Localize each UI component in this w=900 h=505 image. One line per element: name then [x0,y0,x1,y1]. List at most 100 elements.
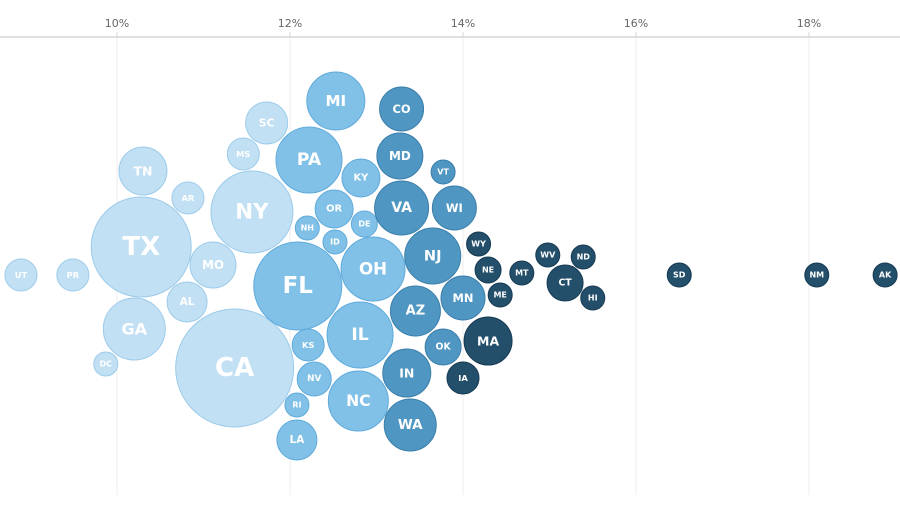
bubble-sc[interactable]: SC [245,101,289,145]
bubble-tx[interactable]: TX [90,196,192,298]
bubble-wv[interactable]: WV [535,242,561,268]
bubble-ak[interactable]: AK [872,262,898,288]
bubble-nd[interactable]: ND [570,244,596,270]
bubble-circle[interactable] [56,258,90,292]
bubble-ca[interactable]: CA [175,308,295,428]
bubble-wy[interactable]: WY [466,231,492,257]
bubble-circle[interactable] [102,297,166,361]
bubble-ms[interactable]: MS [226,137,260,171]
bubble-ks[interactable]: KS [291,328,325,362]
bubble-circle[interactable] [341,158,381,198]
bubble-nj[interactable]: NJ [404,227,462,285]
bubble-circle[interactable] [314,189,354,229]
bubble-mn[interactable]: MN [440,275,486,321]
bubble-ri[interactable]: RI [284,392,310,418]
bubble-nh[interactable]: NH [294,215,320,241]
bubble-circle[interactable] [245,101,289,145]
bubble-circle[interactable] [291,328,325,362]
bubble-circle[interactable] [666,262,692,288]
bubble-ct[interactable]: CT [546,264,584,302]
bubble-circle[interactable] [296,361,332,397]
bubble-circle[interactable] [487,282,513,308]
bubble-circle[interactable] [570,244,596,270]
bubble-circle[interactable] [166,281,208,323]
bubble-oh[interactable]: OH [340,236,406,302]
bubble-co[interactable]: CO [379,86,425,132]
bubble-hi[interactable]: HI [580,285,606,311]
bubble-ut[interactable]: UT [4,258,38,292]
bubble-circle[interactable] [118,146,168,196]
bubble-pr[interactable]: PR [56,258,90,292]
bubble-circle[interactable] [340,236,406,302]
bubble-circle[interactable] [446,361,480,395]
bubble-mt[interactable]: MT [509,260,535,286]
bubble-fl[interactable]: FL [253,241,343,331]
bubble-circle[interactable] [383,398,437,452]
bubble-circle[interactable] [294,215,320,241]
bubble-circle[interactable] [379,86,425,132]
bubble-mi[interactable]: MI [306,71,366,131]
bubble-circle[interactable] [327,370,389,432]
bubble-circle[interactable] [189,241,237,289]
bubble-circle[interactable] [374,180,430,236]
bubble-id[interactable]: ID [322,229,348,255]
bubble-circle[interactable] [210,170,294,254]
bubble-ga[interactable]: GA [102,297,166,361]
bubble-circle[interactable] [440,275,486,321]
bubble-nv[interactable]: NV [296,361,332,397]
bubble-wi[interactable]: WI [431,185,477,231]
bubble-ne[interactable]: NE [474,256,502,284]
bubble-pa[interactable]: PA [275,126,343,194]
bubble-il[interactable]: IL [326,301,394,369]
bubble-ia[interactable]: IA [446,361,480,395]
bubble-circle[interactable] [4,258,38,292]
bubble-circle[interactable] [326,301,394,369]
bubble-circle[interactable] [535,242,561,268]
bubble-va[interactable]: VA [374,180,430,236]
bubble-in[interactable]: IN [382,348,432,398]
bubble-tn[interactable]: TN [118,146,168,196]
bubble-circle[interactable] [382,348,432,398]
bubble-ky[interactable]: KY [341,158,381,198]
bubble-circle[interactable] [404,227,462,285]
bubble-al[interactable]: AL [166,281,208,323]
bubble-sd[interactable]: SD [666,262,692,288]
bubble-nm[interactable]: NM [804,262,830,288]
bubble-circle[interactable] [253,241,343,331]
bubble-circle[interactable] [804,262,830,288]
bubble-circle[interactable] [509,260,535,286]
bubble-la[interactable]: LA [276,419,318,461]
bubble-md[interactable]: MD [376,132,424,180]
bubble-circle[interactable] [389,285,441,337]
bubble-circle[interactable] [275,126,343,194]
bubble-circle[interactable] [474,256,502,284]
bubble-circle[interactable] [306,71,366,131]
bubble-ny[interactable]: NY [210,170,294,254]
bubble-vt[interactable]: VT [430,159,456,185]
bubble-circle[interactable] [466,231,492,257]
bubble-circle[interactable] [872,262,898,288]
bubble-circle[interactable] [171,181,205,215]
bubble-me[interactable]: ME [487,282,513,308]
bubble-circle[interactable] [226,137,260,171]
bubble-circle[interactable] [175,308,295,428]
bubble-de[interactable]: DE [350,210,378,238]
bubble-circle[interactable] [430,159,456,185]
bubble-mo[interactable]: MO [189,241,237,289]
bubble-circle[interactable] [350,210,378,238]
bubble-circle[interactable] [90,196,192,298]
bubble-or[interactable]: OR [314,189,354,229]
bubble-az[interactable]: AZ [389,285,441,337]
bubble-circle[interactable] [463,316,513,366]
bubble-nc[interactable]: NC [327,370,389,432]
bubble-dc[interactable]: DC [93,351,119,377]
bubble-circle[interactable] [276,419,318,461]
bubble-ok[interactable]: OK [424,328,462,366]
bubble-circle[interactable] [93,351,119,377]
bubble-ar[interactable]: AR [171,181,205,215]
bubble-circle[interactable] [546,264,584,302]
bubble-circle[interactable] [376,132,424,180]
bubble-circle[interactable] [431,185,477,231]
bubble-wa[interactable]: WA [383,398,437,452]
bubble-circle[interactable] [322,229,348,255]
